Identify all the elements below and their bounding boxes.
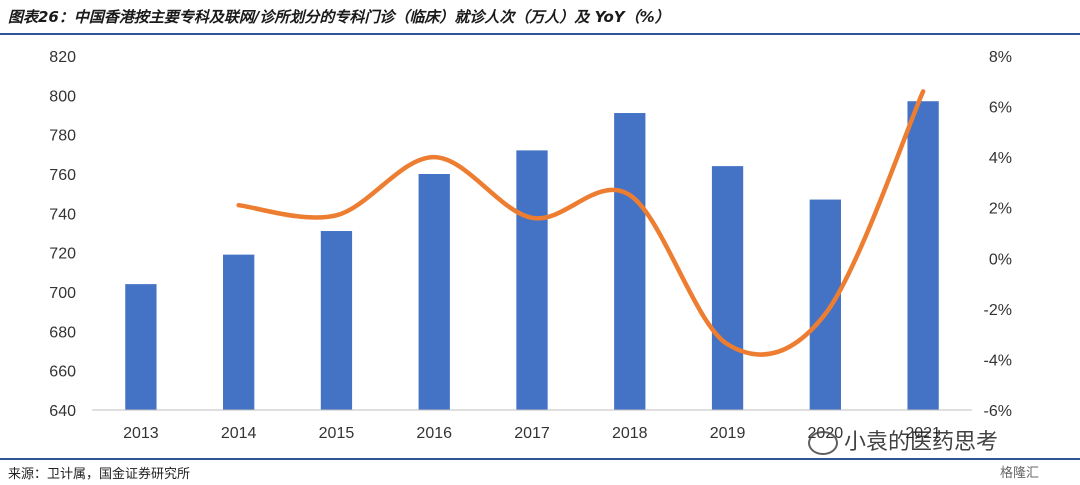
bar (614, 113, 646, 411)
left-y-axis: 640 660 680 700 720 740 760 780 800 820 (49, 49, 76, 420)
right-tick-label: -2% (984, 302, 1012, 319)
right-tick-label: 8% (989, 49, 1012, 66)
bar (125, 284, 157, 410)
yoy-line-series (236, 89, 926, 357)
right-tick-label: 6% (989, 100, 1012, 117)
left-tick-label: 680 (49, 324, 76, 341)
wechat-icon (808, 431, 838, 455)
source-rule (0, 458, 1080, 460)
left-tick-label: 660 (49, 364, 76, 381)
right-tick-label: -4% (984, 352, 1012, 369)
x-tick-label: 2019 (710, 425, 746, 442)
x-tick-label: 2016 (416, 425, 452, 442)
x-tick-label: 2013 (123, 425, 159, 442)
x-tick-label: 2021 (905, 425, 941, 442)
figure-title: 图表26：中国香港按主要专科及联网/诊所划分的专科门诊（临床）就诊人次（万人）及… (8, 8, 670, 26)
bar (516, 150, 548, 410)
watermark-text: 小袁的医药思考 (844, 430, 999, 455)
right-tick-label: 0% (989, 251, 1012, 268)
bar (223, 254, 255, 410)
right-tick-label: 4% (989, 150, 1012, 167)
x-tick-label: 2014 (221, 425, 257, 442)
right-y-axis: -6% -4% -2% 0% 2% 4% 6% 8% (984, 49, 1012, 420)
bar (711, 166, 744, 410)
left-tick-label: 720 (49, 246, 76, 263)
left-tick-label: 820 (49, 49, 76, 66)
yoy-line (236, 89, 926, 357)
corner-logo: 格隆汇 (1000, 462, 1039, 481)
bar-series (125, 101, 939, 411)
x-tick-label: 2018 (612, 425, 648, 442)
source-note: 来源：卫计属，国金证券研究所 (8, 467, 191, 482)
x-tick-label: 2015 (319, 425, 355, 442)
x-tick-label: 2017 (514, 425, 550, 442)
left-tick-label: 800 (49, 88, 76, 105)
right-tick-label: 2% (989, 201, 1012, 218)
watermark: 小袁的医药思考 (808, 424, 998, 456)
bar (418, 174, 450, 410)
title-rule (0, 33, 1080, 35)
left-tick-label: 640 (49, 403, 76, 420)
left-tick-label: 740 (49, 206, 76, 223)
left-tick-label: 780 (49, 128, 76, 145)
right-tick-label: -6% (984, 403, 1012, 420)
corner-logo-text: 格隆汇 (1000, 466, 1040, 481)
left-tick-label: 760 (49, 167, 76, 184)
bar (907, 101, 939, 410)
bar (320, 231, 353, 410)
bar-line-chart: 640 660 680 700 720 740 760 780 800 820 -6% -4% -2%… (49, 49, 1012, 442)
bar (809, 199, 841, 410)
left-tick-label: 700 (49, 285, 76, 302)
